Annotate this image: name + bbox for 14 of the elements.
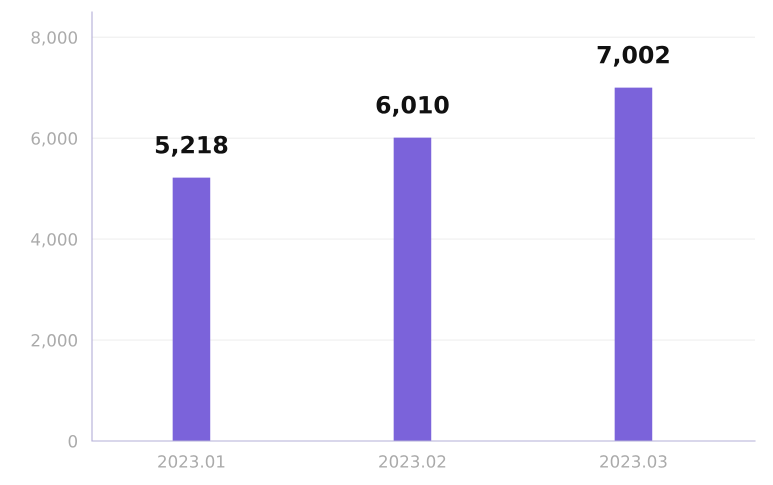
bar — [172, 178, 210, 441]
data-label: 7,002 — [598, 46, 669, 67]
y-tick-label: 0 — [68, 434, 78, 448]
x-tick-label: 2023.02 — [379, 455, 446, 468]
y-tick-label: 6,000 — [32, 132, 78, 146]
x-tick-label: 2023.01 — [158, 455, 224, 468]
y-tick-label: 2,000 — [32, 334, 78, 348]
data-label: 6,010 — [376, 96, 449, 117]
bar — [394, 138, 432, 441]
x-tick-label: 2023.03 — [600, 455, 667, 468]
bar — [614, 88, 652, 441]
data-label: 5,218 — [156, 136, 228, 157]
y-tick-label: 8,000 — [32, 31, 78, 46]
y-tick-label: 4,000 — [31, 233, 78, 248]
